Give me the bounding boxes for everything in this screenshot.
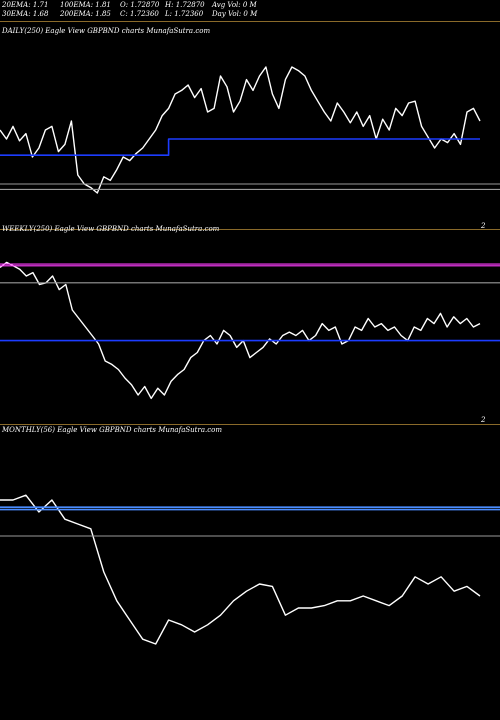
ema100-text: 100EMA: 1.81 (60, 1, 111, 9)
low-text: L: 1.72360 (165, 10, 204, 18)
daily-price-line-0 (0, 66, 481, 194)
high-text: H: 1.72870 (165, 1, 205, 9)
open-close-values: O: 1.72870 C: 1.72360 (120, 1, 159, 19)
daily-axis-mark: 2 (481, 222, 486, 230)
weekly-separator (0, 424, 500, 425)
daily-chart (0, 66, 500, 194)
weekly-panel-title: WEEKLY(250) Eagle View GBPBND charts Mun… (2, 225, 220, 233)
ema-short-values: 20EMA: 1.71 30EMA: 1.68 (2, 1, 48, 19)
weekly-axis-mark: 2 (481, 416, 486, 424)
ema30-text: 30EMA: 1.68 (2, 10, 49, 18)
monthly-panel-title: MONTHLY(56) Eagle View GBPBND charts Mun… (2, 426, 223, 434)
weekly-price-line-0 (0, 261, 481, 400)
avg-vol-text: Avg Vol: 0 M (212, 1, 257, 9)
ema20-text: 20EMA: 1.71 (2, 1, 49, 9)
header-separator (0, 21, 500, 22)
volume-values: Avg Vol: 0 M Day Vol: 0 M (212, 1, 257, 19)
open-text: O: 1.72870 (120, 1, 160, 9)
daily-panel-title: DAILY(250) Eagle View GBPBND charts Muna… (2, 27, 211, 35)
high-low-values: H: 1.72870 L: 1.72360 (165, 1, 205, 19)
day-vol-text: Day Vol: 0 M (212, 10, 258, 18)
daily-separator (0, 229, 500, 230)
close-text: C: 1.72360 (120, 10, 159, 18)
monthly-chart (0, 494, 500, 645)
ema200-text: 200EMA: 1.85 (60, 10, 111, 18)
daily-average-line-1 (0, 138, 480, 156)
weekly-chart (0, 261, 500, 400)
ema-long-values: 100EMA: 1.81 200EMA: 1.85 (60, 1, 111, 19)
monthly-price-line-0 (0, 494, 481, 645)
